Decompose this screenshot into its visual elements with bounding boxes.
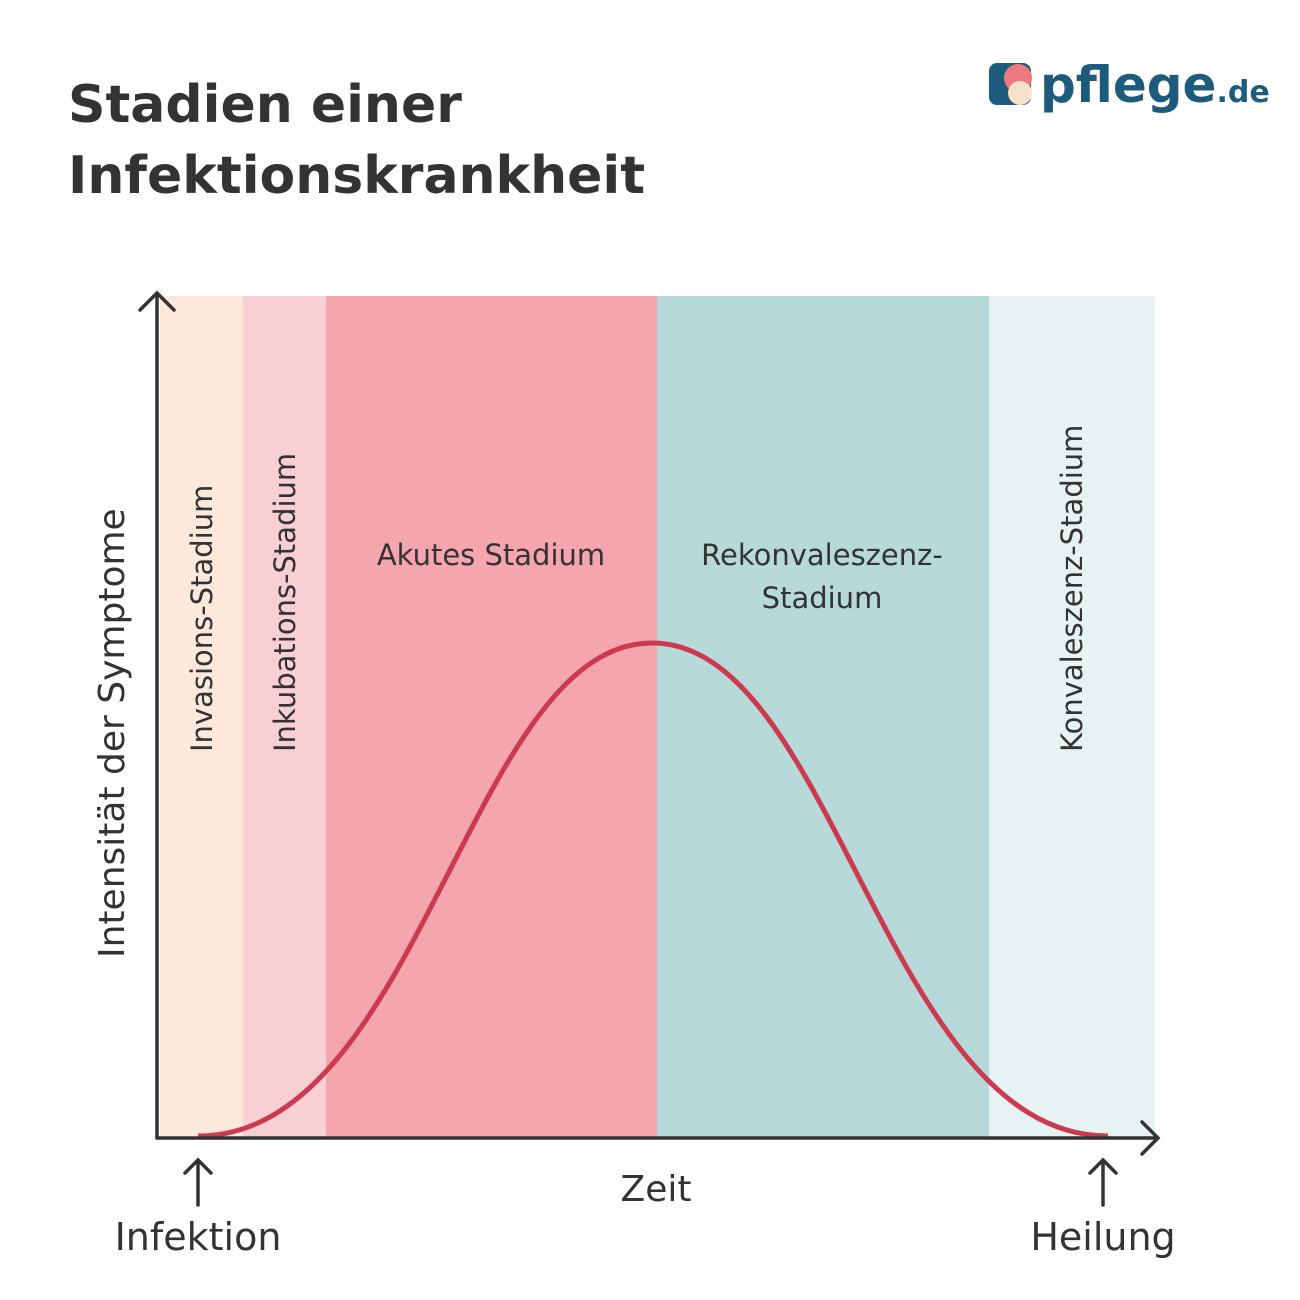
stage-band	[657, 296, 989, 1138]
stage-band	[326, 296, 657, 1138]
marker-label: Heilung	[1030, 1215, 1175, 1259]
stage-label: Invasions-Stadium	[185, 485, 219, 752]
stage-label: Rekonvaleszenz-	[701, 538, 943, 572]
y-axis	[138, 290, 176, 1140]
axes	[138, 290, 1161, 1207]
logo-name: pflege	[1040, 56, 1216, 114]
stage-label: Inkubations-Stadium	[268, 453, 302, 752]
marker-arrow	[183, 1157, 213, 1207]
x-axis-label: Zeit	[621, 1169, 692, 1210]
logo-text: pflege.de	[1040, 56, 1270, 114]
logo-suffix: .de	[1216, 75, 1269, 110]
stage-band	[160, 296, 243, 1138]
y-axis-label: Intensität der Symptome	[92, 508, 133, 958]
logo-icon	[1008, 81, 1032, 105]
title-line: Infektionskrankheit	[68, 146, 645, 206]
stage-label: Konvaleszenz-Stadium	[1055, 425, 1089, 752]
stage-label: Stadium	[762, 581, 883, 615]
logo: pflege.de	[989, 56, 1270, 114]
x-axis	[155, 1120, 1161, 1156]
stage-band	[989, 296, 1155, 1138]
stage-label: Akutes Stadium	[377, 538, 605, 572]
marker-arrow	[1088, 1157, 1118, 1207]
stage-band	[243, 296, 326, 1138]
marker-label: Infektion	[115, 1215, 282, 1259]
symptom-curve	[197, 640, 1109, 1139]
title-line: Stadien einer	[68, 75, 462, 135]
